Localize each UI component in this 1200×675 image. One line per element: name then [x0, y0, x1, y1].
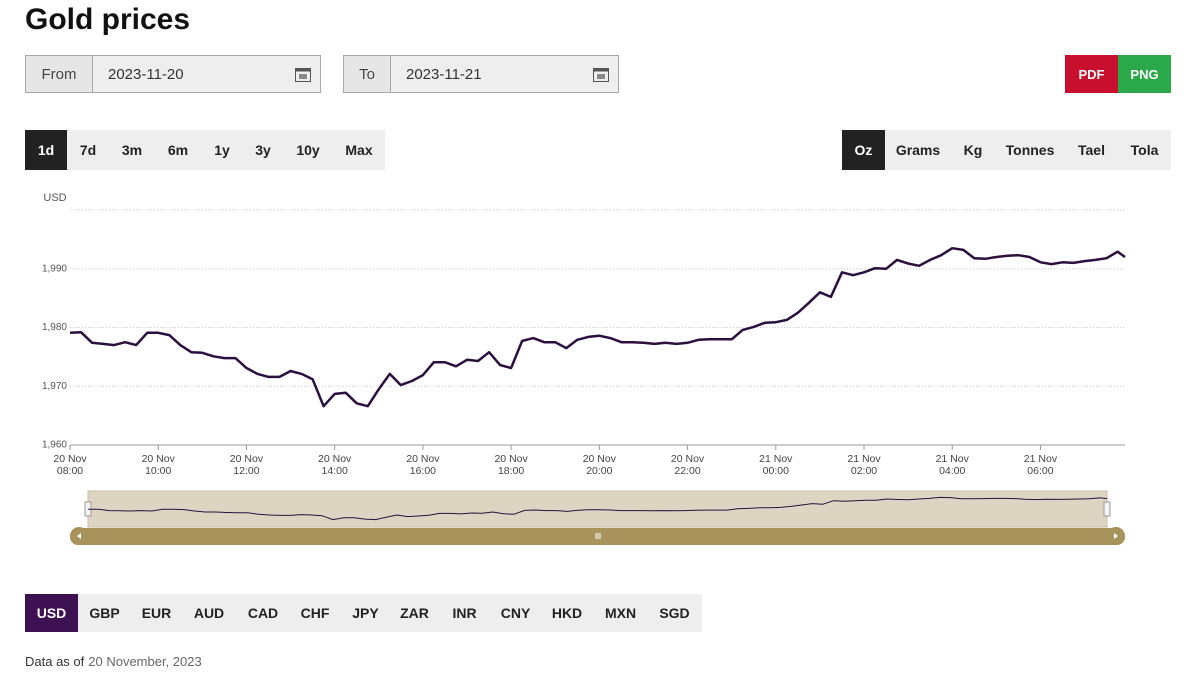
period-button[interactable]: Max	[345, 142, 373, 158]
currency-button[interactable]: HKD	[551, 605, 583, 621]
currency-button[interactable]: ZAR	[400, 605, 429, 621]
x-tick-label: 20 Nov 20:00	[582, 453, 616, 477]
unit-selector: Oz Grams Kg Tonnes Tael Tola	[842, 130, 1171, 170]
y-axis-label: USD	[43, 192, 66, 204]
x-tick-label: 20 Nov 12:00	[229, 453, 264, 477]
scroll-arrows	[77, 533, 1118, 539]
x-tick-label: 20 Nov 16:00	[406, 453, 440, 477]
scroll-left[interactable]	[70, 527, 88, 545]
unit-button[interactable]: Oz	[842, 130, 885, 170]
export-button[interactable]: PNG	[1118, 55, 1171, 93]
period-button[interactable]: 10y	[296, 142, 320, 158]
currency-button[interactable]: INR	[452, 605, 477, 621]
scrollbar[interactable]	[70, 528, 1125, 545]
to-date: 2023-11-21	[406, 65, 482, 83]
calendar-icon[interactable]	[294, 65, 312, 83]
period-button[interactable]: 6m	[167, 142, 189, 158]
x-tick-label: 20 Nov 10:00	[141, 453, 175, 477]
period-selector: 1d 7d 3m 6m 1y 3y 10y Max	[25, 130, 385, 170]
y-tick-label: 1,960	[42, 440, 67, 451]
currency-button[interactable]: USD	[25, 594, 78, 632]
currency-button[interactable]: CAD	[247, 605, 279, 621]
x-tick-label: 20 Nov 08:00	[53, 453, 87, 477]
from-date: 2023-11-20	[108, 65, 184, 83]
unit-button[interactable]: Grams	[895, 142, 941, 158]
x-tick-label: 21 Nov 02:00	[847, 453, 881, 477]
x-tick-label: 20 Nov 22:00	[670, 453, 705, 477]
currency-button[interactable]: SGD	[659, 605, 690, 621]
currency-button[interactable]: GBP	[89, 605, 120, 621]
x-tick-label: 20 Nov 18:00	[494, 453, 528, 477]
currency-button[interactable]: CNY	[500, 605, 531, 621]
currency-button[interactable]: AUD	[193, 605, 225, 621]
unit-button[interactable]: Tonnes	[1005, 142, 1055, 158]
to-field[interactable]: To 2023-11-21	[343, 55, 619, 93]
period-button[interactable]: 1y	[214, 142, 230, 158]
x-tick-label: 21 Nov 06:00	[1023, 453, 1058, 477]
footer-date: 20 November, 2023	[88, 654, 202, 669]
period-button[interactable]: 3m	[121, 142, 143, 158]
currency-button[interactable]: CHF	[300, 605, 330, 621]
from-label: From	[26, 56, 93, 92]
price-line	[69, 246, 1126, 408]
scroll-right[interactable]	[1107, 527, 1125, 545]
x-tick-label: 21 Nov 00:00	[759, 453, 793, 477]
to-label: To	[344, 56, 391, 92]
page-title: Gold prices	[25, 3, 191, 36]
footer: Data as of 20 November, 2023	[25, 654, 202, 669]
navigator-line	[88, 496, 1108, 521]
unit-button[interactable]: Tola	[1130, 142, 1159, 158]
y-tick-label: 1,990	[42, 263, 67, 274]
currency-button[interactable]: JPY	[352, 605, 379, 621]
navigator	[87, 490, 1108, 528]
export-button[interactable]: PDF	[1065, 55, 1118, 93]
period-button[interactable]: 3y	[255, 142, 271, 158]
export-buttons: PDF PNG	[1065, 55, 1171, 93]
unit-button[interactable]: Tael	[1078, 142, 1105, 158]
calendar-icon[interactable]	[592, 65, 610, 83]
footer-label: Data as of	[25, 654, 85, 669]
period-button[interactable]: 1d	[25, 130, 67, 170]
x-tick-label: 21 Nov 04:00	[935, 453, 969, 477]
period-button[interactable]: 7d	[79, 142, 97, 158]
currency-button[interactable]: EUR	[141, 605, 172, 621]
from-field[interactable]: From 2023-11-20	[25, 55, 321, 93]
nav-handle-left[interactable]	[84, 501, 92, 517]
scroll-grip	[595, 533, 601, 539]
x-tick-label: 20 Nov 14:00	[318, 453, 352, 477]
nav-handle-right[interactable]	[1103, 501, 1111, 517]
currency-button[interactable]: MXN	[604, 605, 637, 621]
unit-button[interactable]: Kg	[963, 142, 983, 158]
y-tick-label: 1,970	[42, 381, 67, 392]
y-tick-label: 1,980	[42, 322, 67, 333]
currency-selector: USD GBP EUR AUD CAD CHF JPY ZAR INR CNY HKD MXN SGD	[25, 594, 702, 632]
